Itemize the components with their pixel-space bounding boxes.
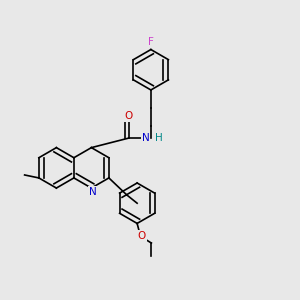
Text: O: O (137, 231, 146, 241)
Text: O: O (124, 111, 133, 122)
Text: N: N (89, 187, 97, 196)
Text: N: N (142, 133, 149, 143)
Text: F: F (148, 37, 154, 47)
Text: H: H (155, 133, 163, 143)
